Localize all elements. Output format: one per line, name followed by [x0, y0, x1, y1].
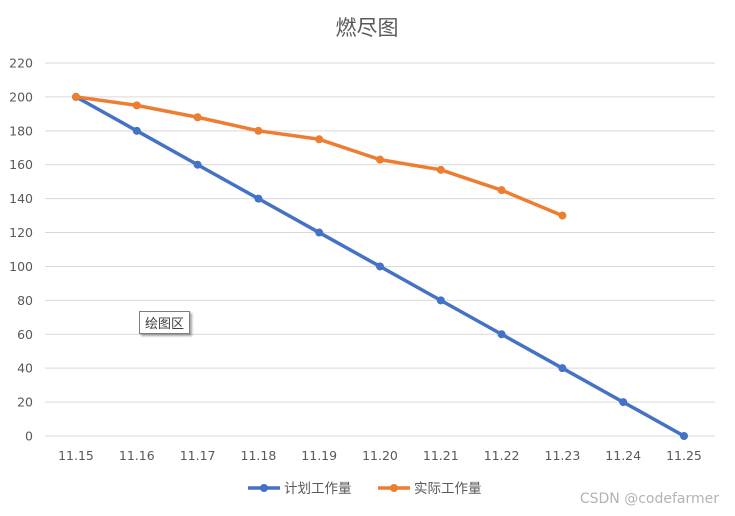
series-lines: [72, 92, 688, 440]
series-2: [72, 92, 567, 220]
legend[interactable]: 计划工作量 实际工作量: [248, 481, 482, 497]
x-tick-label: 11.18: [241, 448, 277, 463]
x-tick-label: 11.25: [666, 448, 702, 463]
data-point[interactable]: [436, 165, 445, 174]
legend-marker: [260, 484, 268, 492]
x-tick-label: 11.19: [301, 448, 337, 463]
data-point[interactable]: [254, 126, 263, 135]
legend-label: 实际工作量: [414, 481, 482, 497]
legend-item[interactable]: 计划工作量: [248, 481, 352, 497]
data-point[interactable]: [497, 330, 506, 339]
y-tick-label: 220: [9, 56, 33, 71]
y-tick-label: 40: [17, 361, 33, 376]
plot-area-tooltip: 绘图区: [139, 311, 191, 334]
y-tick-label: 0: [25, 429, 33, 444]
x-tick-label: 11.24: [605, 448, 641, 463]
legend-label: 计划工作量: [284, 481, 352, 497]
y-tick-label: 180: [9, 123, 33, 138]
legend-item[interactable]: 实际工作量: [378, 481, 482, 497]
y-axis-ticks: 0 20 40 60 80 100 120 140 160 180 200 220: [9, 56, 33, 444]
legend-marker: [390, 484, 398, 492]
x-axis-ticks: 11.15 11.16 11.17 11.18 11.19 11.20 11.21 11.22…: [58, 448, 702, 463]
data-point[interactable]: [558, 364, 567, 373]
data-point[interactable]: [72, 92, 80, 101]
y-tick-label: 140: [9, 191, 33, 206]
data-point[interactable]: [376, 155, 384, 164]
y-tick-label: 100: [9, 259, 33, 274]
y-tick-label: 160: [9, 157, 33, 172]
x-tick-label: 11.23: [545, 448, 581, 463]
data-point[interactable]: [254, 194, 263, 203]
chart-title: 燃尽图: [336, 16, 399, 40]
data-point[interactable]: [558, 211, 567, 220]
data-point[interactable]: [436, 296, 445, 305]
data-point[interactable]: [680, 432, 688, 440]
y-tick-label: 60: [17, 327, 33, 342]
data-point[interactable]: [315, 228, 324, 237]
data-point[interactable]: [193, 113, 202, 122]
data-point[interactable]: [132, 126, 141, 135]
x-tick-label: 11.20: [362, 448, 398, 463]
x-tick-label: 11.15: [58, 448, 94, 463]
y-tick-label: 80: [17, 293, 33, 308]
y-tick-label: 120: [9, 225, 33, 240]
x-tick-label: 11.16: [119, 448, 155, 463]
series-line: [74, 95, 565, 218]
data-point[interactable]: [497, 186, 506, 195]
data-point[interactable]: [376, 262, 384, 271]
x-tick-label: 11.22: [484, 448, 520, 463]
data-point[interactable]: [132, 101, 141, 110]
data-point[interactable]: [193, 160, 202, 169]
data-point[interactable]: [315, 135, 324, 144]
y-tick-label: 20: [17, 395, 33, 410]
data-point[interactable]: [619, 398, 628, 407]
x-tick-label: 11.17: [180, 448, 216, 463]
gridlines: [45, 62, 715, 437]
watermark: CSDN @codefarmer: [579, 491, 719, 507]
x-tick-label: 11.21: [423, 448, 459, 463]
y-tick-label: 200: [9, 89, 33, 104]
